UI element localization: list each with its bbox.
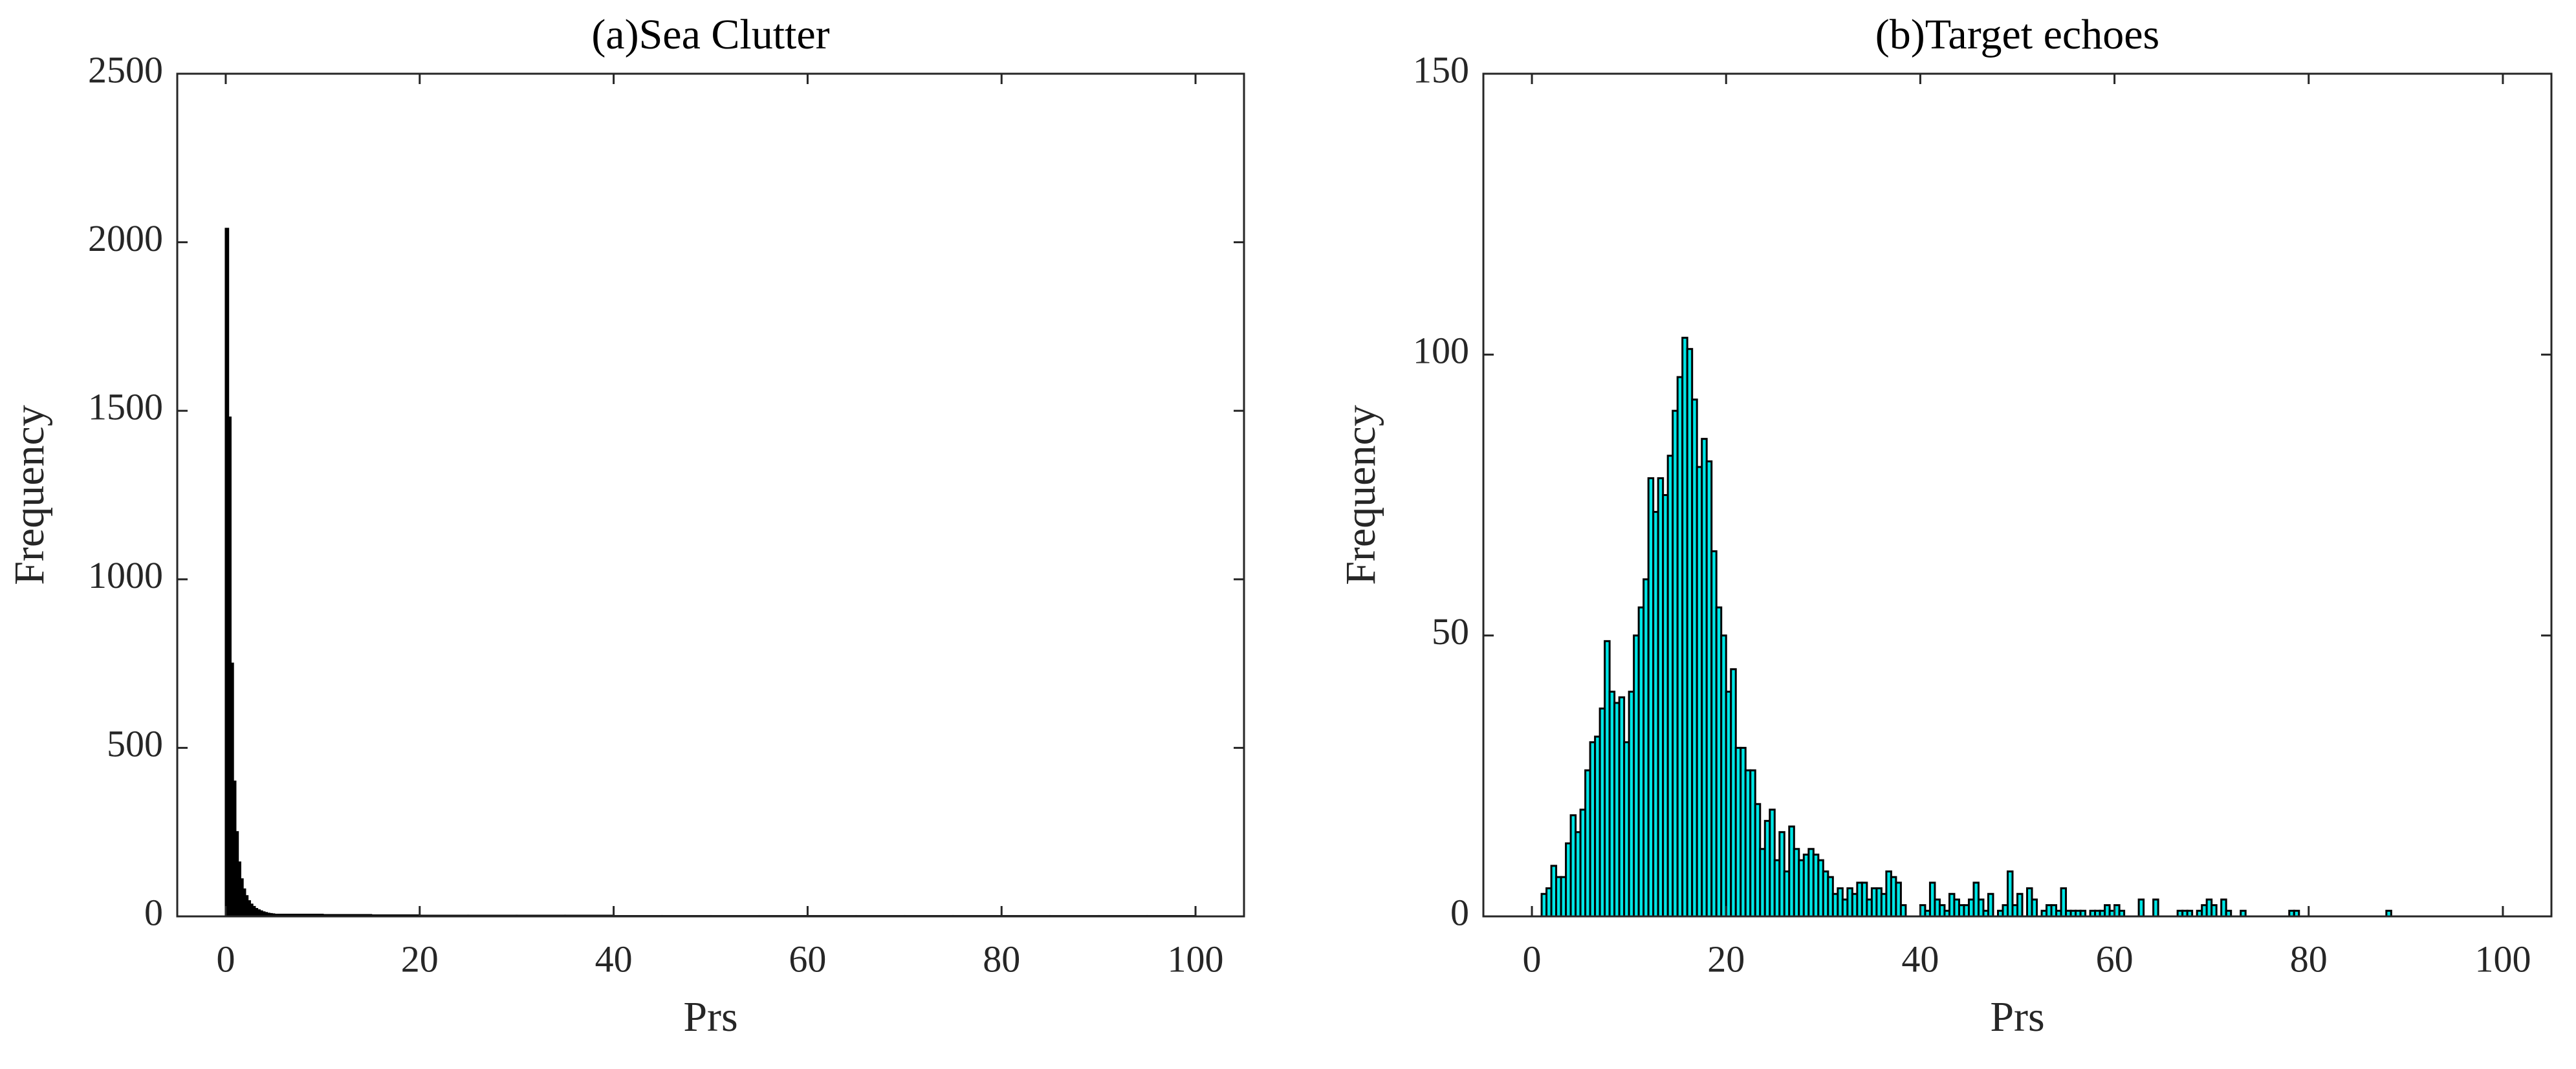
x-tick-label: 0 [1523, 938, 1542, 980]
chart-title: (b)Target echoes [1875, 11, 2159, 58]
bar [2031, 898, 2038, 918]
x-tick-label: 0 [216, 938, 235, 980]
y-tick-label: 1500 [88, 386, 163, 428]
x-axis-label: Prs [1990, 993, 2044, 1041]
y-tick-label: 0 [1450, 891, 1469, 933]
bar [2016, 892, 2024, 918]
y-tick-label: 150 [1413, 49, 1469, 91]
x-tick-label: 100 [2474, 938, 2531, 980]
bar [2210, 904, 2218, 918]
x-tick-label: 80 [983, 938, 1020, 980]
x-tick-label: 60 [789, 938, 826, 980]
y-tick-label: 2000 [88, 217, 163, 259]
x-tick-label: 20 [1707, 938, 1745, 980]
y-axis-label: Frequency [1337, 405, 1384, 585]
y-tick-label: 50 [1432, 610, 1469, 653]
x-tick-label: 20 [401, 938, 439, 980]
x-tick-label: 40 [595, 938, 633, 980]
y-axis-label: Frequency [6, 405, 53, 585]
chart-title: (a)Sea Clutter [591, 11, 829, 58]
bar [1899, 904, 1907, 918]
bar [2152, 898, 2159, 918]
panel: 0 20 40 60 80 100 0 50 100 150 (b)Target echoes Prs… [1337, 11, 2553, 1041]
axes-box [1482, 72, 2553, 918]
y-tick-label: 0 [144, 891, 163, 933]
x-tick-label: 100 [1168, 938, 1224, 980]
bar [2137, 898, 2145, 918]
bar [1987, 892, 1994, 918]
y-tick-label: 100 [1413, 330, 1469, 372]
x-tick-label: 80 [2290, 938, 2328, 980]
axes-box [176, 72, 1245, 918]
x-tick-label: 40 [1901, 938, 1939, 980]
y-tick-label: 2500 [88, 49, 163, 91]
y-tick-label: 1000 [88, 554, 163, 596]
x-tick-label: 60 [2096, 938, 2134, 980]
x-axis-label: Prs [683, 993, 737, 1041]
y-tick-label: 500 [107, 723, 163, 765]
